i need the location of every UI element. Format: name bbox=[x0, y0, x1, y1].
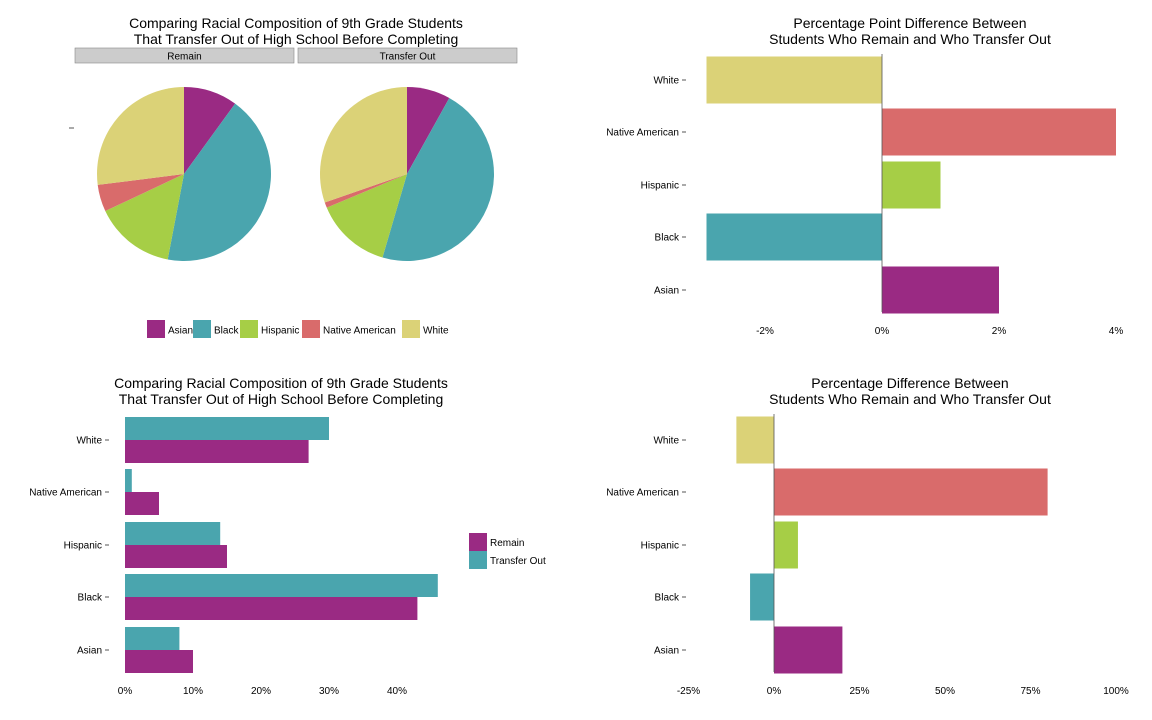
composition-category-label: Asian bbox=[77, 646, 102, 657]
pct-diff-x-tick-label: 50% bbox=[935, 686, 955, 697]
legend-label-white: White bbox=[423, 326, 449, 337]
legend-label-asian: Asian bbox=[168, 326, 193, 337]
pie-slice-transfer-out-black bbox=[382, 97, 494, 262]
pp-diff-x-tick-label: -2% bbox=[756, 326, 774, 337]
composition-x-tick-label: 10% bbox=[183, 686, 203, 697]
composition-title-line-1: Comparing Racial Composition of 9th Grad… bbox=[114, 375, 448, 391]
composition-bar-remain-native-american bbox=[125, 492, 159, 515]
legend-label-native-american: Native American bbox=[323, 326, 396, 337]
composition-bar-transfer-out-white bbox=[125, 417, 329, 440]
composition-category-label: White bbox=[76, 436, 102, 447]
pct-diff-x-tick-label: 75% bbox=[1020, 686, 1040, 697]
composition-bar-transfer-out-black bbox=[125, 574, 438, 597]
pp-diff-bar-white bbox=[706, 56, 882, 104]
pp-diff-category-label: Black bbox=[655, 233, 680, 244]
pct-diff-category-label: White bbox=[653, 436, 679, 447]
legend-key-hispanic bbox=[240, 320, 258, 338]
composition-bar-transfer-out-native-american bbox=[125, 469, 132, 492]
pie-slice-transfer-out-native-american bbox=[324, 174, 407, 208]
composition-title-line-2: That Transfer Out of High School Before … bbox=[119, 391, 444, 407]
composition-category-label: Hispanic bbox=[64, 541, 102, 552]
composition-bar-remain-asian bbox=[125, 650, 193, 673]
bar-legend-key-remain bbox=[469, 533, 487, 551]
facet-strip-label: Transfer Out bbox=[380, 52, 436, 63]
pp-diff-bar-hispanic bbox=[882, 161, 941, 209]
pct-diff-bar-hispanic bbox=[774, 521, 798, 569]
pp-diff-title-line-2: Students Who Remain and Who Transfer Out bbox=[769, 31, 1051, 47]
pie-slice-transfer-out-asian bbox=[407, 87, 450, 174]
pie-slice-remain-native-american bbox=[97, 174, 184, 212]
pie-chart-title-line-2: That Transfer Out of High School Before … bbox=[134, 31, 459, 47]
pct-diff-bar-black bbox=[750, 573, 774, 621]
pp-diff-bar-native-american bbox=[882, 108, 1116, 156]
pct-diff-title-line-1: Percentage Difference Between bbox=[811, 375, 1008, 391]
pie-slice-remain-hispanic bbox=[105, 174, 184, 260]
pct-diff-category-label: Hispanic bbox=[641, 541, 679, 552]
composition-bar-remain-black bbox=[125, 597, 418, 620]
composition-bar-remain-white bbox=[125, 440, 309, 463]
bar-legend-label-transfer-out: Transfer Out bbox=[490, 556, 546, 567]
pct-diff-x-tick-label: -25% bbox=[677, 686, 700, 697]
pp-diff-category-label: Native American bbox=[606, 128, 679, 139]
pct-diff-category-label: Asian bbox=[654, 646, 679, 657]
pct-diff-bar-asian bbox=[774, 626, 843, 674]
composition-category-label: Black bbox=[78, 593, 103, 604]
pp-diff-bar-black bbox=[706, 213, 882, 261]
pp-diff-x-tick-label: 0% bbox=[875, 326, 890, 337]
pie-slice-transfer-out-hispanic bbox=[326, 174, 407, 258]
pct-diff-x-tick-label: 100% bbox=[1103, 686, 1129, 697]
pct-diff-bar-white bbox=[736, 416, 774, 464]
facet-strip-2 bbox=[297, 47, 518, 64]
pp-diff-x-tick-label: 4% bbox=[1109, 326, 1124, 337]
composition-x-tick-label: 40% bbox=[387, 686, 407, 697]
composition-bar-transfer-out-hispanic bbox=[125, 522, 221, 545]
pct-diff-bar-native-american bbox=[774, 468, 1048, 516]
legend-label-hispanic: Hispanic bbox=[261, 326, 299, 337]
legend-key-native-american bbox=[302, 320, 320, 338]
composition-x-tick-label: 20% bbox=[251, 686, 271, 697]
pp-diff-category-label: White bbox=[653, 76, 679, 87]
pp-diff-bar-asian bbox=[882, 266, 999, 314]
pie-slice-transfer-out-white bbox=[319, 86, 407, 203]
pct-diff-category-label: Native American bbox=[606, 488, 679, 499]
bar-legend-key-transfer-out bbox=[469, 551, 487, 569]
pie-slice-remain-white bbox=[97, 87, 184, 185]
composition-x-tick-label: 0% bbox=[118, 686, 133, 697]
legend-key-asian bbox=[147, 320, 165, 338]
pp-diff-category-label: Hispanic bbox=[641, 181, 679, 192]
pp-diff-category-label: Asian bbox=[654, 286, 679, 297]
facet-strip-label: Remain bbox=[167, 52, 201, 63]
bar-legend-label-remain: Remain bbox=[490, 538, 524, 549]
pp-diff-x-tick-label: 2% bbox=[992, 326, 1007, 337]
pp-diff-title-line-1: Percentage Point Difference Between bbox=[793, 15, 1026, 31]
pct-diff-category-label: Black bbox=[655, 593, 680, 604]
composition-bar-remain-hispanic bbox=[125, 545, 227, 568]
legend-key-black bbox=[193, 320, 211, 338]
composition-x-tick-label: 30% bbox=[319, 686, 339, 697]
pct-diff-x-tick-label: 0% bbox=[767, 686, 782, 697]
pie-slice-remain-black bbox=[167, 103, 271, 261]
pie-chart-title-line-1: Comparing Racial Composition of 9th Grad… bbox=[129, 15, 463, 31]
pct-diff-title-line-2: Students Who Remain and Who Transfer Out bbox=[769, 391, 1051, 407]
pie-slice-remain-asian bbox=[184, 87, 236, 174]
legend-label-black: Black bbox=[214, 326, 239, 337]
pct-diff-x-tick-label: 25% bbox=[849, 686, 869, 697]
legend-key-white bbox=[402, 320, 420, 338]
composition-bar-transfer-out-asian bbox=[125, 627, 180, 650]
facet-strip-1 bbox=[74, 47, 295, 64]
composition-category-label: Native American bbox=[29, 488, 102, 499]
